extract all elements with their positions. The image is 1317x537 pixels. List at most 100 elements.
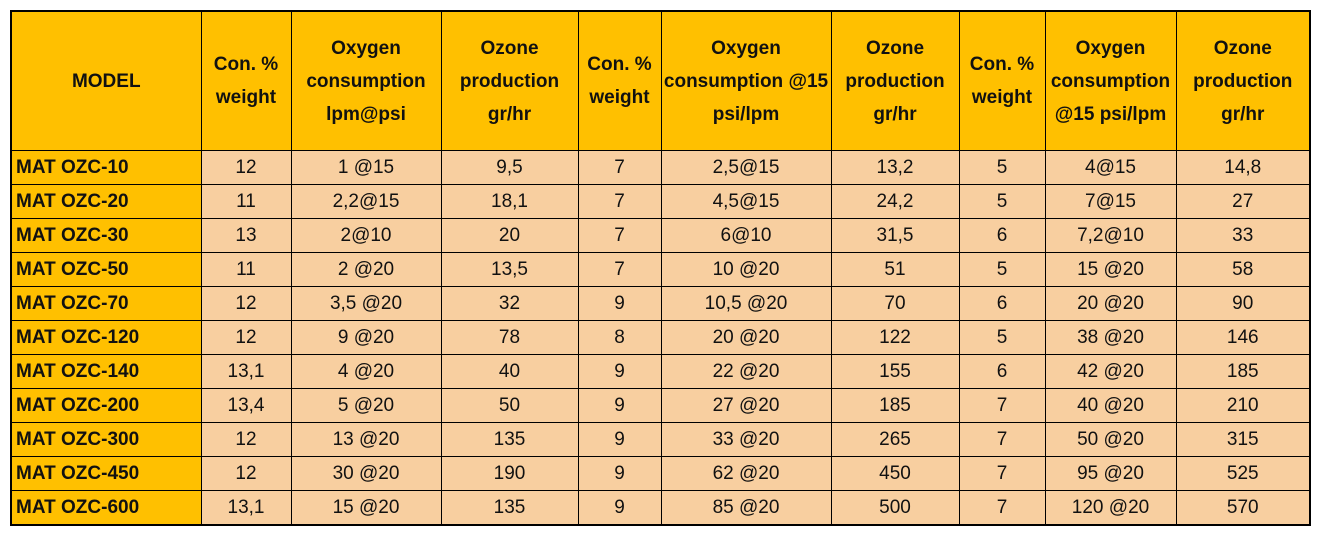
data-cell: 135 — [440, 422, 579, 457]
data-cell: 78 — [440, 320, 579, 355]
data-cell: 7 — [577, 218, 662, 253]
data-cell: 1 @15 — [290, 150, 442, 185]
data-cell: 15 @20 — [290, 490, 442, 526]
data-cell: 500 — [830, 490, 960, 526]
data-cell: 11 — [200, 252, 292, 287]
data-cell: 20 @20 — [660, 320, 832, 355]
data-cell: 85 @20 — [660, 490, 832, 526]
model-cell: MAT OZC-200 — [10, 388, 202, 423]
data-cell: 13,1 — [200, 490, 292, 526]
header-cell: MODEL — [10, 10, 202, 151]
table-row: MAT OZC-140 13,1 4 @20 40 9 22 @20 155 6 42 @20 1… — [10, 354, 1311, 389]
header-cell: Oxygen consumption @15 psi/lpm — [660, 10, 832, 151]
data-cell: 11 — [200, 184, 292, 219]
data-cell: 33 @20 — [660, 422, 832, 457]
data-cell: 40 @20 — [1044, 388, 1177, 423]
data-cell: 6@10 — [660, 218, 832, 253]
data-cell: 146 — [1175, 320, 1311, 355]
model-cell: MAT OZC-10 — [10, 150, 202, 185]
table-row: MAT OZC-120 12 9 @20 78 8 20 @20 122 5 38 @20 146 — [10, 320, 1311, 355]
data-cell: 6 — [958, 218, 1046, 253]
data-cell: 9 — [577, 490, 662, 526]
data-cell: 27 — [1175, 184, 1311, 219]
data-cell: 155 — [830, 354, 960, 389]
header-cell: Oxygen consumption @15 psi/lpm — [1044, 10, 1177, 151]
data-cell: 6 — [958, 354, 1046, 389]
data-cell: 42 @20 — [1044, 354, 1177, 389]
data-cell: 13,4 — [200, 388, 292, 423]
data-cell: 12 — [200, 422, 292, 457]
model-cell: MAT OZC-300 — [10, 422, 202, 457]
model-cell: MAT OZC-50 — [10, 252, 202, 287]
data-cell: 12 — [200, 456, 292, 491]
model-cell: MAT OZC-140 — [10, 354, 202, 389]
data-cell: 7 — [958, 388, 1046, 423]
data-cell: 12 — [200, 150, 292, 185]
data-cell: 5 — [958, 150, 1046, 185]
data-cell: 9 — [577, 286, 662, 321]
data-cell: 18,1 — [440, 184, 579, 219]
data-cell: 10 @20 — [660, 252, 832, 287]
data-cell: 50 @20 — [1044, 422, 1177, 457]
data-cell: 2@10 — [290, 218, 442, 253]
data-cell: 190 — [440, 456, 579, 491]
data-cell: 7 — [577, 252, 662, 287]
table-container: MODEL Con. % weight Oxygen consumption lpm… — [10, 10, 1311, 526]
header-cell: Ozone production gr/hr — [440, 10, 579, 151]
data-cell: 31,5 — [830, 218, 960, 253]
header-row: MODEL Con. % weight Oxygen consumption lpm… — [10, 10, 1311, 151]
data-cell: 20 — [440, 218, 579, 253]
data-cell: 7 — [577, 184, 662, 219]
data-cell: 185 — [830, 388, 960, 423]
data-cell: 13,5 — [440, 252, 579, 287]
model-cell: MAT OZC-120 — [10, 320, 202, 355]
data-cell: 7 — [958, 456, 1046, 491]
data-cell: 120 @20 — [1044, 490, 1177, 526]
data-cell: 210 — [1175, 388, 1311, 423]
data-cell: 6 — [958, 286, 1046, 321]
header-cell: Con. % weight — [200, 10, 292, 151]
data-cell: 33 — [1175, 218, 1311, 253]
data-cell: 8 — [577, 320, 662, 355]
header-cell: Con. % weight — [577, 10, 662, 151]
data-cell: 27 @20 — [660, 388, 832, 423]
data-cell: 51 — [830, 252, 960, 287]
table-body: MAT OZC-10 12 1 @15 9,5 7 2,5@15 13,2 5 4@15 14,8… — [10, 150, 1311, 526]
data-cell: 5 — [958, 252, 1046, 287]
data-cell: 20 @20 — [1044, 286, 1177, 321]
data-cell: 2,2@15 — [290, 184, 442, 219]
data-cell: 38 @20 — [1044, 320, 1177, 355]
table-row: MAT OZC-450 12 30 @20 190 9 62 @20 450 7 95 @20 5… — [10, 456, 1311, 491]
data-cell: 315 — [1175, 422, 1311, 457]
data-cell: 5 — [958, 320, 1046, 355]
data-cell: 2,5@15 — [660, 150, 832, 185]
data-cell: 570 — [1175, 490, 1311, 526]
table-row: MAT OZC-600 13,1 15 @20 135 9 85 @20 500 7 120 @… — [10, 490, 1311, 526]
data-cell: 58 — [1175, 252, 1311, 287]
table-row: MAT OZC-300 12 13 @20 135 9 33 @20 265 7 50 @20 3… — [10, 422, 1311, 457]
data-cell: 40 — [440, 354, 579, 389]
data-cell: 5 — [958, 184, 1046, 219]
data-cell: 15 @20 — [1044, 252, 1177, 287]
data-cell: 4 @20 — [290, 354, 442, 389]
table-row: MAT OZC-200 13,4 5 @20 50 9 27 @20 185 7 40 @20 2… — [10, 388, 1311, 423]
model-cell: MAT OZC-600 — [10, 490, 202, 526]
table-row: MAT OZC-50 11 2 @20 13,5 7 10 @20 51 5 15 @20 58 — [10, 252, 1311, 287]
header-cell: Ozone production gr/hr — [1175, 10, 1311, 151]
data-cell: 265 — [830, 422, 960, 457]
data-cell: 5 @20 — [290, 388, 442, 423]
data-cell: 13,1 — [200, 354, 292, 389]
data-cell: 9 — [577, 456, 662, 491]
data-cell: 4@15 — [1044, 150, 1177, 185]
data-cell: 22 @20 — [660, 354, 832, 389]
data-cell: 62 @20 — [660, 456, 832, 491]
data-cell: 9,5 — [440, 150, 579, 185]
data-cell: 70 — [830, 286, 960, 321]
header-cell: Ozone production gr/hr — [830, 10, 960, 151]
data-cell: 9 — [577, 422, 662, 457]
data-cell: 13 — [200, 218, 292, 253]
model-cell: MAT OZC-20 — [10, 184, 202, 219]
data-cell: 185 — [1175, 354, 1311, 389]
data-cell: 4,5@15 — [660, 184, 832, 219]
data-cell: 95 @20 — [1044, 456, 1177, 491]
